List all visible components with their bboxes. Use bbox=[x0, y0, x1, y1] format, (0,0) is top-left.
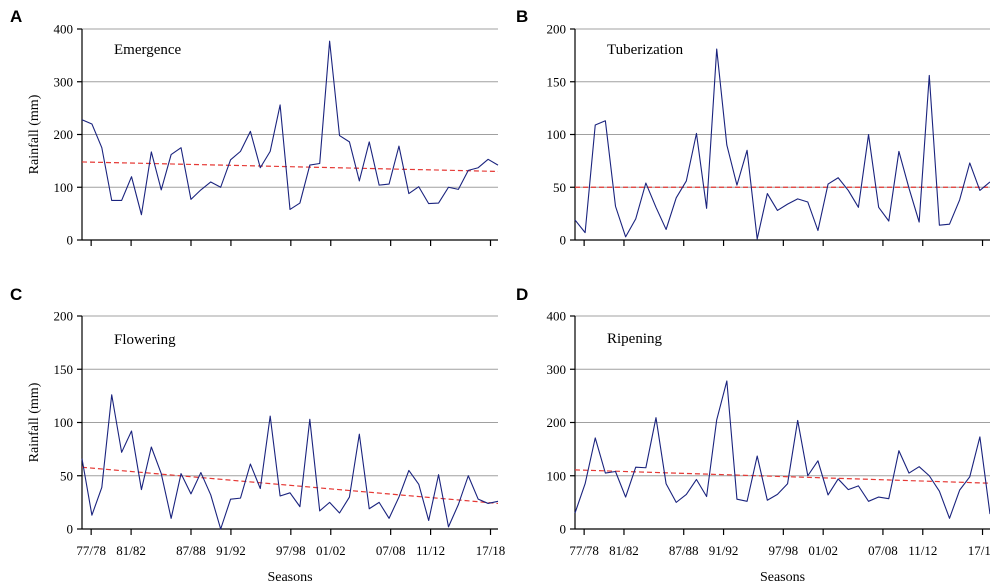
panel-c: 0 50 100 150 200 77/78 81/82 87/88 91/92 97/98 01/… bbox=[10, 285, 505, 585]
y-tick-label: 200 bbox=[547, 22, 567, 37]
y-tick-label: 200 bbox=[54, 127, 74, 142]
y-axis-title: Rainfall (mm) bbox=[27, 94, 42, 174]
panel-letter: B bbox=[516, 7, 528, 26]
x-tick-label: 91/92 bbox=[216, 543, 246, 558]
y-tick-label: 100 bbox=[547, 468, 567, 483]
panel-letter: D bbox=[516, 285, 528, 304]
y-tick-label: 50 bbox=[553, 180, 566, 195]
x-tick-label: 11/12 bbox=[416, 543, 445, 558]
x-tick-label: 01/02 bbox=[316, 543, 346, 558]
y-tick-label: 300 bbox=[54, 74, 74, 89]
panel-title: Flowering bbox=[114, 332, 176, 348]
trend-line bbox=[82, 162, 498, 171]
rainfall-series-line bbox=[82, 395, 498, 529]
panel-d: 0 100 200 300 400 77/78 81/82 87/88 91/92 97/98 01… bbox=[516, 285, 990, 585]
panel-title: Emergence bbox=[114, 42, 182, 58]
y-tick-label: 400 bbox=[54, 22, 74, 37]
rainfall-series-line bbox=[575, 381, 990, 518]
y-tick-label: 0 bbox=[67, 233, 74, 248]
y-tick-label: 100 bbox=[54, 415, 74, 430]
y-tick-label: 100 bbox=[54, 180, 74, 195]
trend-line bbox=[575, 470, 990, 483]
x-tick-label: 97/98 bbox=[769, 543, 799, 558]
y-tick-label: 0 bbox=[560, 233, 567, 248]
panel-letter: C bbox=[10, 285, 22, 304]
x-tick-label: 07/08 bbox=[376, 543, 406, 558]
x-tick-label: 97/98 bbox=[276, 543, 306, 558]
y-tick-label: 100 bbox=[547, 127, 567, 142]
panel-letter: A bbox=[10, 7, 22, 26]
x-axis-title: Seasons bbox=[267, 570, 312, 585]
x-tick-label: 17/18 bbox=[968, 543, 990, 558]
y-tick-label: 50 bbox=[60, 468, 73, 483]
panel-title: Tuberization bbox=[607, 42, 684, 58]
x-tick-label: 07/08 bbox=[868, 543, 898, 558]
x-axis-title: Seasons bbox=[760, 570, 805, 585]
x-tick-label: 77/78 bbox=[569, 543, 599, 558]
y-tick-label: 150 bbox=[54, 362, 74, 377]
x-tick-label: 81/82 bbox=[609, 543, 639, 558]
panel-a: 0 100 200 300 400 A Emergence Rainfall (mm) bbox=[10, 7, 498, 248]
trend-line bbox=[82, 467, 498, 503]
x-tick-label: 81/82 bbox=[116, 543, 146, 558]
panel-title: Ripening bbox=[607, 331, 662, 347]
x-tick-label: 17/18 bbox=[476, 543, 506, 558]
panel-b: 0 50 100 150 200 B Tuberization bbox=[516, 7, 990, 248]
x-tick-label: 77/78 bbox=[76, 543, 106, 558]
y-tick-label: 0 bbox=[67, 522, 74, 537]
y-tick-label: 200 bbox=[54, 309, 74, 324]
x-tick-label: 01/02 bbox=[808, 543, 838, 558]
x-tick-label: 91/92 bbox=[709, 543, 739, 558]
y-axis-title: Rainfall (mm) bbox=[27, 382, 42, 462]
y-tick-label: 150 bbox=[547, 74, 567, 89]
y-tick-label: 0 bbox=[560, 522, 567, 537]
y-tick-label: 300 bbox=[547, 362, 567, 377]
x-tick-label: 87/88 bbox=[176, 543, 206, 558]
rainfall-series-line bbox=[82, 41, 498, 215]
x-tick-label: 87/88 bbox=[669, 543, 699, 558]
x-tick-label: 11/12 bbox=[908, 543, 937, 558]
y-tick-label: 200 bbox=[547, 415, 567, 430]
y-tick-label: 400 bbox=[547, 309, 567, 324]
rainfall-series-line bbox=[575, 49, 990, 239]
